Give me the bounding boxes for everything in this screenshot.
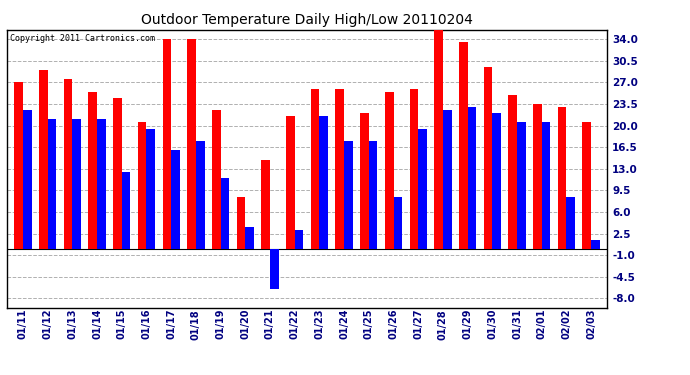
Bar [484, 67, 493, 249]
Bar [434, 30, 443, 249]
Text: Copyright 2011 Cartronics.com: Copyright 2011 Cartronics.com [10, 34, 155, 43]
Bar [23, 110, 32, 249]
Bar [591, 240, 600, 249]
Bar [163, 39, 171, 249]
Bar [187, 39, 196, 249]
Bar [393, 196, 402, 249]
Title: Outdoor Temperature Daily High/Low 20110204: Outdoor Temperature Daily High/Low 20110… [141, 13, 473, 27]
Bar [113, 98, 121, 249]
Bar [360, 113, 369, 249]
Bar [344, 141, 353, 249]
Bar [542, 123, 551, 249]
Bar [385, 92, 393, 249]
Bar [369, 141, 377, 249]
Bar [146, 129, 155, 249]
Bar [88, 92, 97, 249]
Bar [221, 178, 229, 249]
Bar [509, 95, 517, 249]
Bar [335, 88, 344, 249]
Bar [558, 107, 566, 249]
Bar [582, 123, 591, 249]
Bar [468, 107, 476, 249]
Bar [121, 172, 130, 249]
Bar [262, 159, 270, 249]
Bar [319, 116, 328, 249]
Bar [97, 119, 106, 249]
Bar [410, 88, 418, 249]
Bar [39, 70, 48, 249]
Bar [286, 116, 295, 249]
Bar [196, 141, 204, 249]
Bar [270, 249, 279, 289]
Bar [310, 88, 319, 249]
Bar [443, 110, 451, 249]
Bar [138, 123, 146, 249]
Bar [48, 119, 57, 249]
Bar [245, 227, 254, 249]
Bar [459, 42, 468, 249]
Bar [72, 119, 81, 249]
Bar [533, 104, 542, 249]
Bar [171, 150, 180, 249]
Bar [295, 230, 304, 249]
Bar [493, 113, 501, 249]
Bar [566, 196, 575, 249]
Bar [212, 110, 221, 249]
Bar [63, 80, 72, 249]
Bar [418, 129, 427, 249]
Bar [14, 82, 23, 249]
Bar [237, 196, 245, 249]
Bar [517, 123, 526, 249]
